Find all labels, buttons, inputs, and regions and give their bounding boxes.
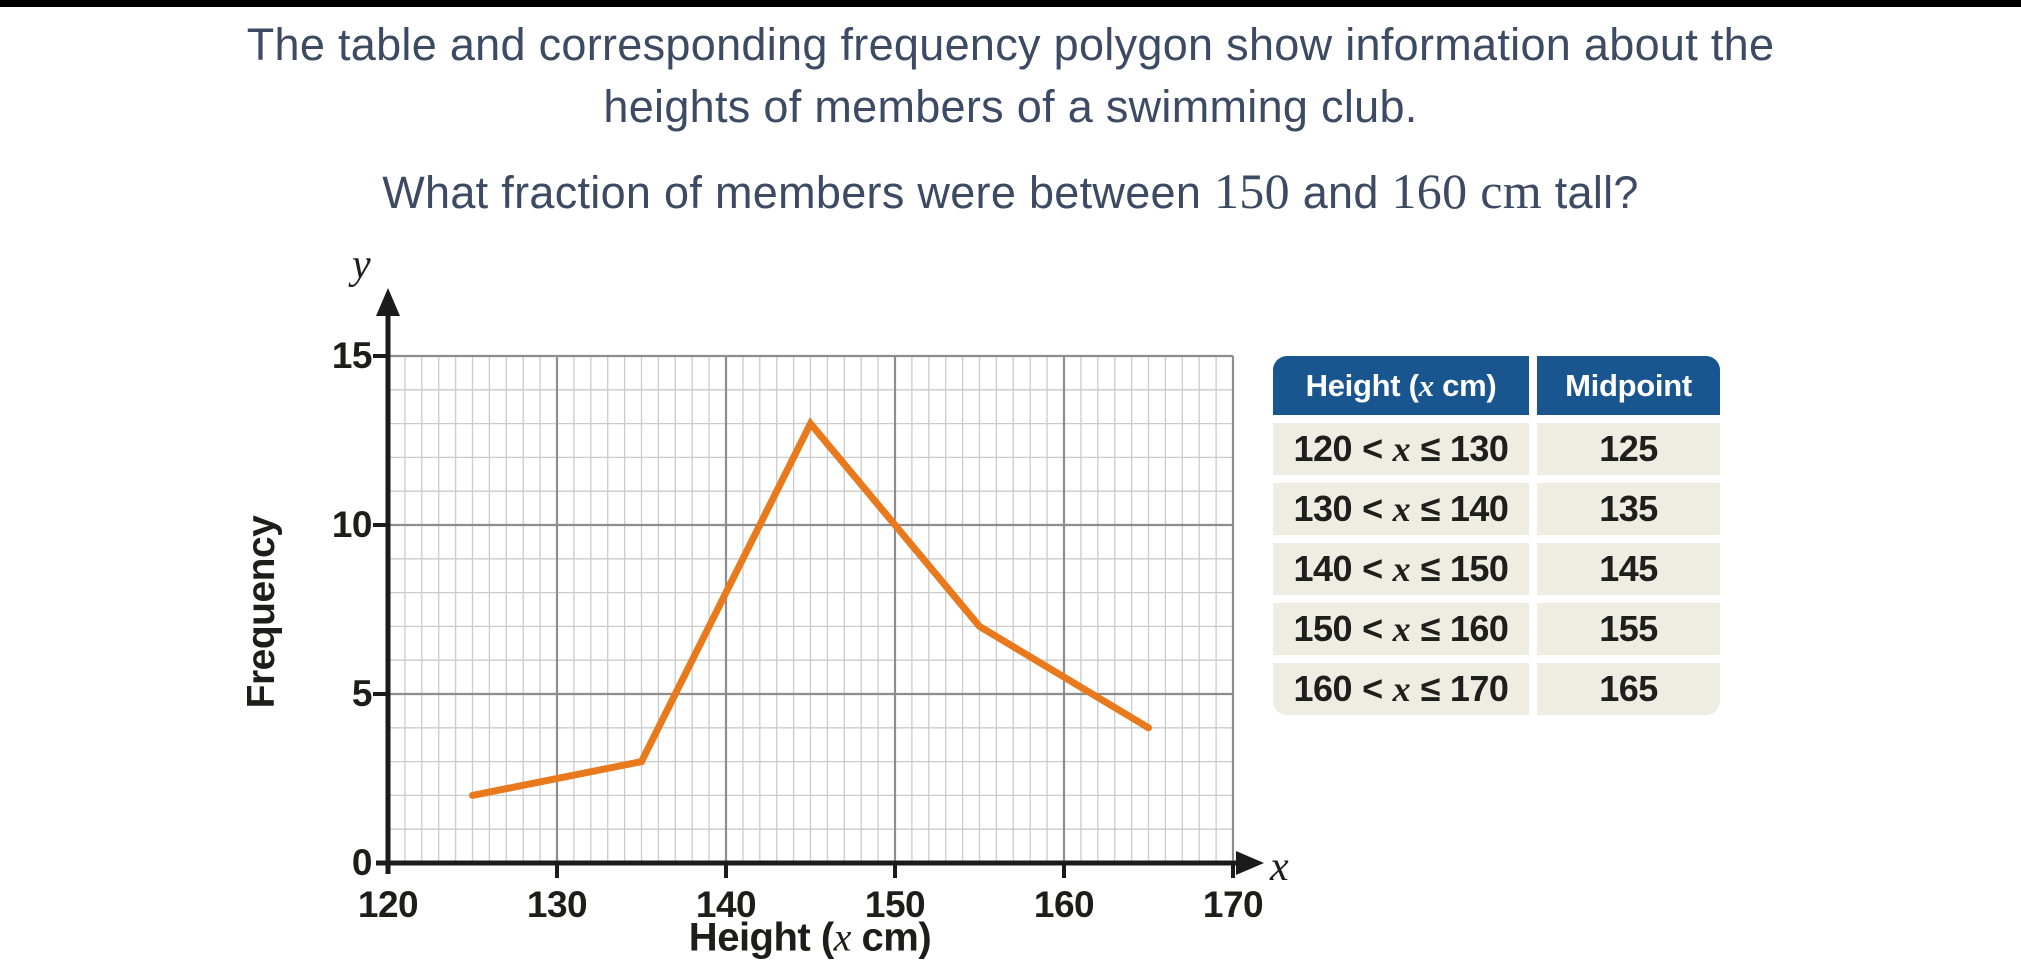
grid-major-lines xyxy=(388,354,1235,863)
question-line-3-mid: and xyxy=(1289,167,1392,218)
range-var-x: x xyxy=(1392,669,1411,709)
range-lo: 120 xyxy=(1293,428,1353,469)
range-hi: 150 xyxy=(1449,548,1509,589)
question-line-2: heights of members of a swimming club. xyxy=(603,81,1418,132)
midpoint-cell: 145 xyxy=(1537,543,1720,595)
x-tick-170: 170 xyxy=(1202,884,1264,925)
range-lo: 130 xyxy=(1293,488,1353,529)
table-header-height-pre: Height ( xyxy=(1305,367,1419,403)
height-range-cell: 140 < x ≤150 xyxy=(1273,543,1529,595)
question-text-block: The table and corresponding frequency po… xyxy=(0,14,2021,224)
range-lo: 160 xyxy=(1293,668,1353,709)
midpoint-cell: 135 xyxy=(1537,483,1720,535)
range-var-x: x xyxy=(1392,549,1411,589)
y-axis-letter: y xyxy=(352,242,371,288)
y-tick-0: 0 xyxy=(351,842,373,883)
less-equal-symbol: ≤ xyxy=(1420,608,1441,649)
axis-arrowheads xyxy=(376,288,1264,875)
x-axis-title-post: cm) xyxy=(850,915,932,960)
axis-ticks xyxy=(373,354,1235,878)
table-header-height-post: cm) xyxy=(1433,367,1497,403)
frequency-polygon-chart: 15 10 5 0 120 130 140 150 160 170 y x Fr… xyxy=(230,240,1310,969)
x-axis-letter: x xyxy=(1270,844,1289,890)
range-lo: 140 xyxy=(1293,548,1353,589)
x-tick-130: 130 xyxy=(526,884,588,925)
range-var-x: x xyxy=(1392,429,1411,469)
table-header-height: Height (x cm) xyxy=(1273,356,1529,415)
x-tick-160: 160 xyxy=(1033,884,1095,925)
question-line-1: The table and corresponding frequency po… xyxy=(246,19,1775,70)
table-header-midpoint: Midpoint xyxy=(1537,356,1720,415)
height-range-cell: 150 < x ≤160 xyxy=(1273,603,1529,655)
midpoint-cell: 165 xyxy=(1537,663,1720,715)
range-var-x: x xyxy=(1392,609,1411,649)
range-hi: 140 xyxy=(1449,488,1509,529)
less-than-symbol: < xyxy=(1362,428,1383,469)
y-tick-15: 15 xyxy=(331,335,373,376)
question-value-160cm: 160 cm xyxy=(1391,163,1542,219)
midpoint-table: Height (x cm) Midpoint 120 < x ≤130 125 130… xyxy=(1273,356,1720,723)
axes xyxy=(376,310,1242,874)
less-equal-symbol: ≤ xyxy=(1420,488,1441,529)
range-lo: 150 xyxy=(1293,608,1353,649)
x-tick-120: 120 xyxy=(357,884,419,925)
x-axis-title: Height (x cm) xyxy=(688,914,932,961)
frequency-polygon-line xyxy=(469,417,1152,799)
table-row: 140 < x ≤150 145 xyxy=(1273,543,1720,595)
y-axis-title: Frequency xyxy=(240,515,283,709)
question-value-150: 150 xyxy=(1214,163,1290,219)
less-than-symbol: < xyxy=(1362,488,1383,529)
table-row: 120 < x ≤130 125 xyxy=(1273,423,1720,475)
x-tick-140: 140 xyxy=(695,884,757,925)
range-hi: 160 xyxy=(1449,608,1509,649)
table-header-row: Height (x cm) Midpoint xyxy=(1273,356,1720,415)
range-hi: 130 xyxy=(1449,428,1509,469)
range-hi: 170 xyxy=(1449,668,1509,709)
less-than-symbol: < xyxy=(1362,608,1383,649)
less-equal-symbol: ≤ xyxy=(1420,548,1441,589)
table-row: 150 < x ≤160 155 xyxy=(1273,603,1720,655)
less-equal-symbol: ≤ xyxy=(1420,668,1441,709)
top-border-bar xyxy=(0,0,2021,7)
less-than-symbol: < xyxy=(1362,668,1383,709)
y-tick-10: 10 xyxy=(331,504,373,545)
height-range-cell: 120 < x ≤130 xyxy=(1273,423,1529,475)
y-tick-5: 5 xyxy=(351,673,373,714)
table-body: 120 < x ≤130 125 130 < x ≤140 135 140 < x ≤150 14… xyxy=(1273,423,1720,715)
table-row: 130 < x ≤140 135 xyxy=(1273,483,1720,535)
table-row: 160 < x ≤170 165 xyxy=(1273,663,1720,715)
table-header-height-var: x xyxy=(1418,367,1435,403)
question-line-3-post: tall? xyxy=(1541,167,1639,218)
grid-minor-lines xyxy=(388,356,1233,863)
question-line-3-pre: What fraction of members were between xyxy=(382,167,1214,218)
midpoint-cell: 125 xyxy=(1537,423,1720,475)
less-than-symbol: < xyxy=(1362,548,1383,589)
x-tick-150: 150 xyxy=(864,884,926,925)
range-var-x: x xyxy=(1392,489,1411,529)
less-equal-symbol: ≤ xyxy=(1420,428,1441,469)
x-axis-title-var: x xyxy=(833,914,852,960)
question-line-3: What fraction of members were between 15… xyxy=(0,160,2021,224)
chart-canvas xyxy=(373,288,1264,878)
height-range-cell: 130 < x ≤140 xyxy=(1273,483,1529,535)
midpoint-cell: 155 xyxy=(1537,603,1720,655)
x-axis-title-pre: Height ( xyxy=(688,915,834,960)
height-range-cell: 160 < x ≤170 xyxy=(1273,663,1529,715)
